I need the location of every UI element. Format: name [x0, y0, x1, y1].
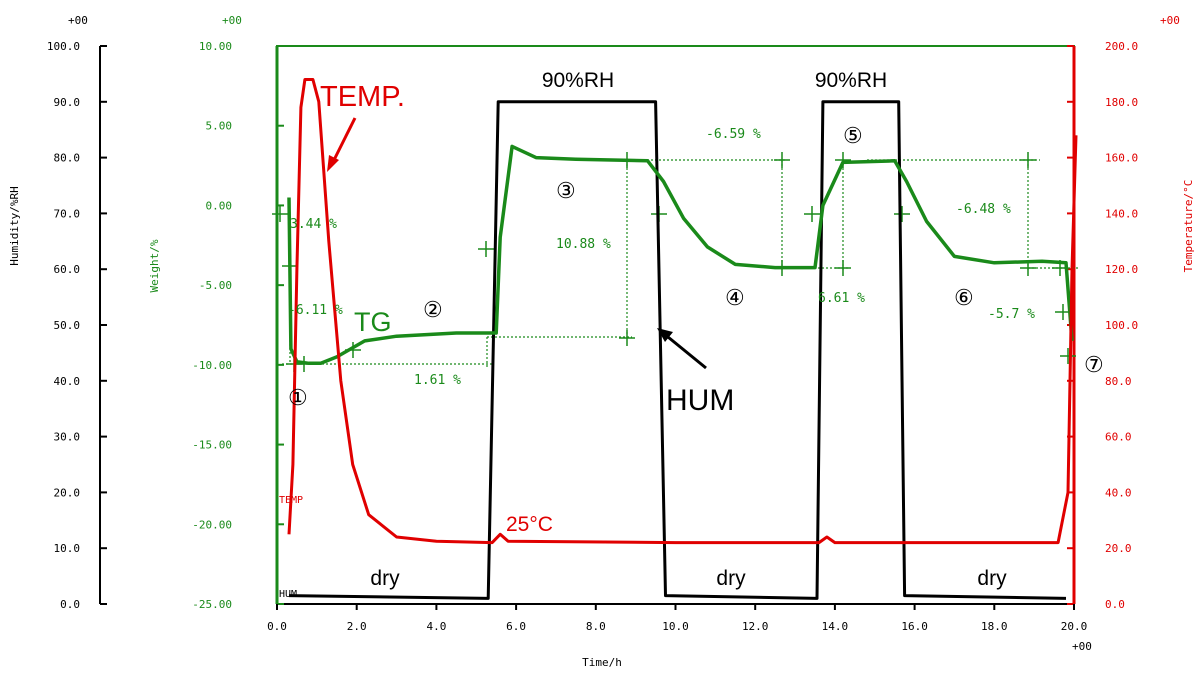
hum-arrow-head: [657, 328, 673, 342]
cursor-marks: [272, 152, 1076, 372]
cursor-mark: [1060, 348, 1076, 364]
tg-series-label: TG: [354, 307, 392, 337]
dry-label: dry: [370, 567, 400, 590]
temperature-axis-ticks: 0.0 20.0 40.0 60.0 80.0 100.0 120.0 140.0 160.0 1…: [1067, 40, 1138, 611]
temp-arrow-shaft: [331, 117, 357, 163]
weight-tick-label: 0.00: [206, 199, 233, 212]
step-value: 10.88 %: [556, 237, 611, 252]
plot-frame: [276, 45, 1075, 605]
step-value: -5.7 %: [988, 307, 1035, 322]
series-line-hum: [288, 100, 1067, 600]
hum-axis-tag: HUM: [279, 589, 297, 600]
weight-axis-title: Weight/%: [148, 239, 161, 292]
temperature-tick-label: 40.0: [1105, 486, 1132, 499]
humidity-tick-label: 0.0: [60, 598, 80, 611]
humidity-axis-ticks: 0.0 10.0 20.0 30.0 40.0 50.0 60.0 70.0 80.0 90.0 1…: [47, 40, 107, 611]
cursor-mark: [804, 206, 820, 222]
temp-axis-tag: TEMP: [279, 495, 303, 506]
cursor-mark: [1020, 152, 1036, 168]
cursor-mark: [835, 260, 851, 276]
weight-tick-label: 5.00: [206, 120, 233, 133]
humidity-tick-label: 80.0: [54, 152, 81, 165]
step-marker: ①: [288, 385, 308, 410]
humidity-tick-label: 20.0: [54, 486, 81, 499]
step-marker: ⑦: [1084, 352, 1104, 377]
step-value: -6.59 %: [706, 127, 761, 142]
humidity-tick-label: 40.0: [54, 375, 81, 388]
humidity-tick-label: 60.0: [54, 263, 81, 276]
temperature-tick-label: 160.0: [1105, 152, 1138, 165]
time-axis-ticks: 0.0 2.0 4.0 6.0 8.0 10.0 12.0 14.0 16.0 18.0 20.0: [267, 604, 1087, 633]
time-tick-label: 0.0: [267, 620, 287, 633]
temperature-tick-label: 80.0: [1105, 375, 1132, 388]
weight-tick-label: -5.00: [199, 279, 232, 292]
humidity-tick-label: 30.0: [54, 431, 81, 444]
weight-tick-label: -10.00: [192, 359, 232, 372]
time-tick-label: 6.0: [506, 620, 526, 633]
temp-series-label: TEMP.: [320, 81, 405, 113]
weight-tick-label: -20.00: [192, 518, 232, 531]
cursor-mark: [478, 241, 494, 257]
temp-arrow-head: [327, 155, 339, 172]
time-axis-title: Time/h: [582, 656, 622, 669]
temperature-tick-label: 0.0: [1105, 598, 1125, 611]
humidity-axis-title: Humidity/%RH: [8, 186, 21, 265]
step-marker: ⑤: [843, 123, 863, 148]
temperature-axis-exponent: +00: [1160, 14, 1180, 27]
weight-axis-ticks: -25.00 -20.00 -15.00 -10.00 -5.00 0.00 5.00 10.…: [192, 40, 284, 611]
temperature-axis-title: Temperature/°C: [1182, 180, 1195, 273]
rh-90-label: 90%RH: [815, 69, 887, 92]
weight-tick-label: -25.00: [192, 598, 232, 611]
temperature-tick-label: 120.0: [1105, 263, 1138, 276]
hum-arrow-shaft: [667, 335, 707, 370]
weight-tick-label: -15.00: [192, 439, 232, 452]
weight-axis-exponent: +00: [222, 14, 242, 27]
temperature-tick-label: 20.0: [1105, 542, 1132, 555]
step-marker: ⑥: [954, 285, 974, 310]
step-value: 6.61 %: [818, 291, 865, 306]
step-marker: ④: [725, 285, 745, 310]
step-value: -6.48 %: [956, 202, 1011, 217]
step-value: -6.11 %: [288, 303, 343, 318]
temperature-tick-label: 140.0: [1105, 207, 1138, 220]
humidity-tick-label: 90.0: [54, 96, 81, 109]
temp-25c-label: 25°C: [506, 513, 553, 536]
step-value: 1.61 %: [414, 373, 461, 388]
humidity-axis-exponent: +00: [68, 14, 88, 27]
humidity-tick-label: 100.0: [47, 40, 80, 53]
time-tick-label: 20.0: [1061, 620, 1088, 633]
time-tick-label: 8.0: [586, 620, 606, 633]
cursor-mark: [774, 152, 790, 168]
series-line-tg: [287, 144, 1074, 366]
time-tick-label: 18.0: [981, 620, 1008, 633]
step-marker: ②: [423, 297, 443, 322]
time-tick-label: 2.0: [347, 620, 367, 633]
humidity-tick-label: 70.0: [54, 207, 81, 220]
rh-90-label: 90%RH: [542, 69, 614, 92]
time-tick-label: 4.0: [426, 620, 446, 633]
temperature-tick-label: 100.0: [1105, 319, 1138, 332]
series-line-temp: [287, 78, 1078, 545]
cursor-mark: [619, 330, 635, 346]
time-tick-label: 10.0: [662, 620, 689, 633]
step-marker: ③: [556, 178, 576, 203]
dry-label: dry: [716, 567, 746, 590]
weight-tick-label: 10.00: [199, 40, 232, 53]
time-tick-label: 12.0: [742, 620, 769, 633]
hum-series-label: HUM: [666, 384, 734, 417]
step-value: 3.44 %: [290, 217, 337, 232]
cursor-mark: [272, 206, 288, 222]
time-tick-label: 14.0: [822, 620, 849, 633]
temperature-tick-label: 200.0: [1105, 40, 1138, 53]
humidity-tick-label: 50.0: [54, 319, 81, 332]
time-tick-label: 16.0: [901, 620, 928, 633]
temperature-tick-label: 60.0: [1105, 431, 1132, 444]
time-axis-exponent: +00: [1072, 640, 1092, 653]
cursor-mark: [894, 206, 910, 222]
dry-label: dry: [977, 567, 1007, 590]
humidity-tick-label: 10.0: [54, 542, 81, 555]
temperature-tick-label: 180.0: [1105, 96, 1138, 109]
